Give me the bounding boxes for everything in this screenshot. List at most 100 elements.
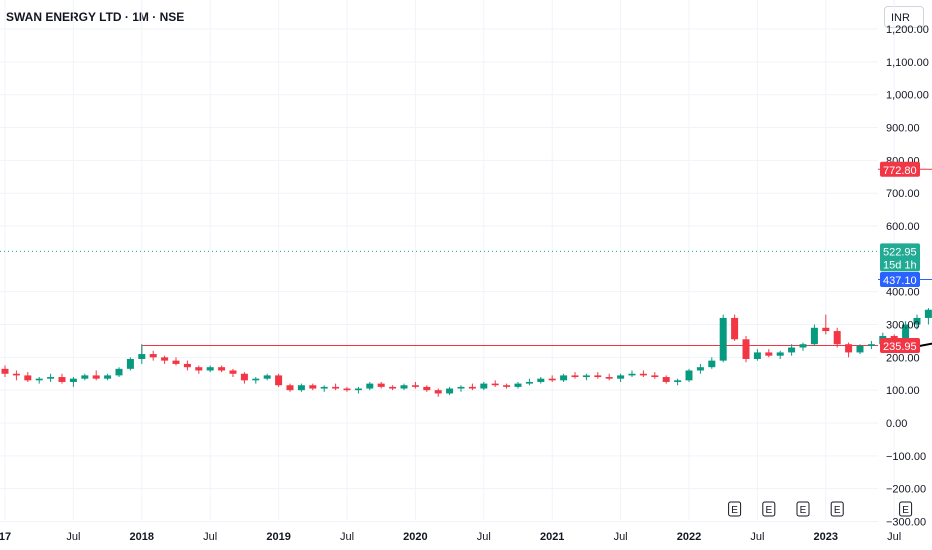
grid — [0, 0, 895, 522]
candle-body — [594, 375, 602, 378]
candle-body — [639, 373, 647, 376]
candle-body — [480, 383, 488, 389]
earnings-marker[interactable]: E — [830, 501, 844, 517]
level-tag-bg — [880, 338, 920, 354]
x-tick-label: 2021 — [540, 531, 564, 543]
earnings-marker[interactable]: E — [728, 501, 742, 517]
level-lines — [0, 168, 932, 358]
candle-body — [674, 380, 682, 382]
candle-body — [161, 357, 169, 361]
candle-body — [275, 375, 283, 386]
candle-body — [605, 377, 613, 379]
candle-body — [525, 381, 533, 384]
candles — [1, 308, 932, 397]
candle-body — [719, 317, 727, 361]
candle-body — [753, 352, 761, 359]
y-tick-label: 0.00 — [886, 418, 907, 430]
candle-body — [240, 373, 248, 381]
earnings-marker-label: E — [902, 505, 909, 516]
candle-body — [172, 360, 180, 364]
candle-body — [366, 383, 374, 389]
candle-body — [354, 388, 362, 391]
earnings-marker-label: E — [765, 505, 772, 516]
earnings-marker-label: E — [834, 505, 841, 516]
x-tick-label: 2020 — [403, 531, 427, 543]
candle-body — [126, 358, 134, 369]
candle-body — [24, 375, 32, 381]
candle-body — [183, 363, 191, 368]
x-tick-label: 2023 — [814, 531, 838, 543]
candle-body — [332, 386, 340, 389]
candle-body — [537, 378, 545, 382]
event-markers[interactable]: EEEEEEEEEEEEE — [728, 501, 932, 517]
x-tick-label: Jul — [887, 531, 901, 543]
price-axis[interactable]: −300.00 −200.00 −100.00 0.00 100.00 200.00 300… — [886, 24, 929, 528]
candle-body — [457, 386, 465, 389]
candle-body — [662, 377, 670, 382]
candle-body — [309, 385, 317, 389]
candle-body — [731, 317, 739, 340]
earnings-marker-box — [796, 501, 810, 517]
level-tag-text: 235.95 — [883, 341, 917, 353]
time-axis[interactable]: 17 Jul 2018 Jul 2019 Jul 2020 Jul 2021 Jul 2022 Jul… — [0, 531, 932, 543]
x-tick-label: 2018 — [130, 531, 154, 543]
candle-body — [560, 375, 568, 381]
y-tick-label: 200.00 — [886, 352, 920, 364]
y-tick-label: 400.00 — [886, 287, 920, 299]
level-tag: 772.80 — [880, 161, 920, 177]
candle-body — [571, 375, 579, 378]
x-tick-label: Jul — [614, 531, 628, 543]
level-tag-text: 772.80 — [883, 165, 917, 177]
candle-body — [503, 385, 511, 387]
candle-body — [138, 354, 146, 359]
x-tick-label: Jul — [750, 531, 764, 543]
candle-body — [149, 354, 157, 358]
y-tick-label: 1,200.00 — [886, 24, 929, 36]
x-tick-label: Jul — [66, 531, 80, 543]
x-tick-label: 17 — [0, 531, 11, 543]
candle-body — [35, 378, 43, 381]
candle-body — [411, 385, 419, 387]
candle-body — [856, 345, 864, 353]
candle-body — [229, 370, 237, 374]
candle-body — [548, 378, 556, 381]
candle-body — [742, 339, 750, 359]
candle-body — [845, 344, 853, 353]
candle-body — [115, 368, 123, 376]
candle-body — [822, 327, 830, 332]
candle-body — [423, 386, 431, 391]
candle-body — [833, 331, 841, 345]
earnings-marker[interactable]: E — [762, 501, 776, 517]
y-tick-label: 900.00 — [886, 123, 920, 135]
candle-body — [1, 368, 9, 374]
level-tag-bg — [880, 161, 920, 177]
current-price-tag-bg — [880, 243, 920, 272]
candle-body — [446, 388, 454, 394]
y-tick-label: 600.00 — [886, 221, 920, 233]
x-tick-label: Jul — [203, 531, 217, 543]
x-tick-label: 2022 — [677, 531, 701, 543]
candle-body — [69, 378, 77, 382]
candle-body — [343, 388, 351, 391]
y-tick-label: 700.00 — [886, 188, 920, 200]
candle-body — [708, 360, 716, 368]
candle-body — [218, 367, 226, 371]
candle-body — [696, 367, 704, 371]
candle-body — [913, 317, 921, 325]
candle-body — [788, 347, 796, 353]
candle-body — [58, 377, 66, 382]
earnings-marker[interactable]: E — [899, 501, 913, 517]
y-tick-label: −300.00 — [886, 516, 926, 528]
candle-body — [491, 383, 499, 386]
candle-body — [252, 378, 260, 381]
candle-body — [514, 383, 522, 387]
y-tick-label: 1,000.00 — [886, 90, 929, 102]
earnings-marker[interactable]: E — [796, 501, 810, 517]
candle-body — [104, 375, 112, 379]
candle-body — [765, 352, 773, 356]
candle-body — [799, 344, 807, 348]
candle-body — [297, 385, 305, 391]
candle-body — [92, 375, 100, 379]
